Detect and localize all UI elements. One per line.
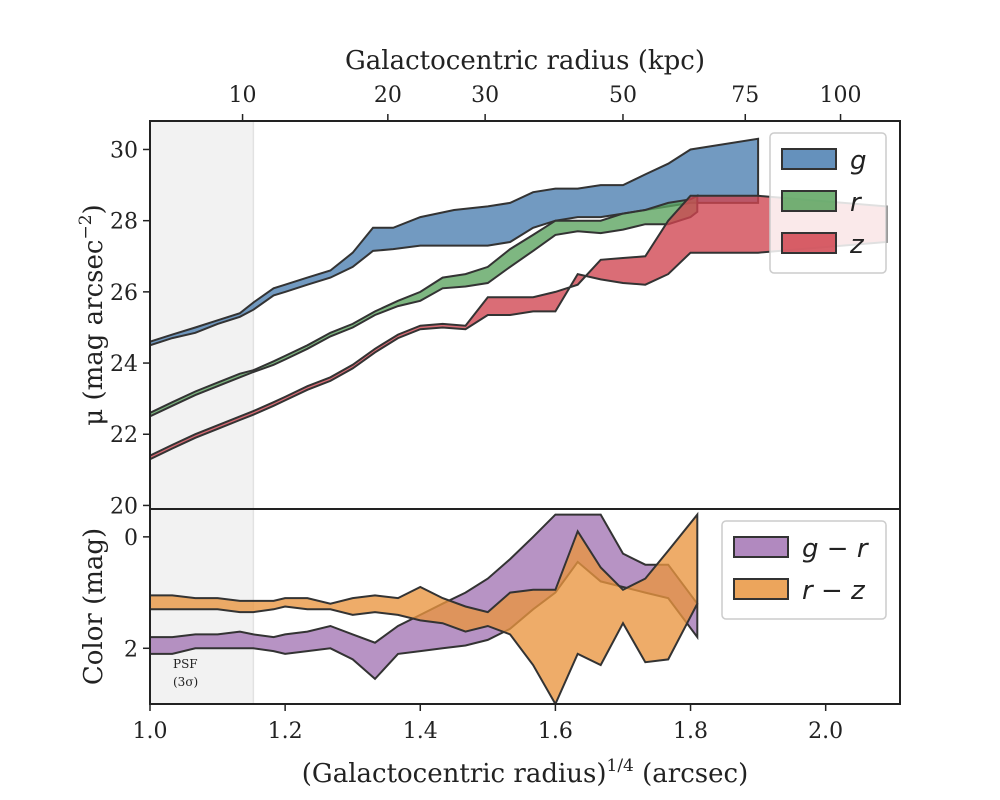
legend-label: r (850, 188, 863, 218)
y-axis-label-end: ) (79, 204, 109, 214)
x-tick-label: 1.6 (538, 719, 573, 744)
color-panel: 0 2 Color (mag) g − r r − z (79, 508, 901, 705)
surface-brightness-panel: 20 22 24 26 28 30 μ (mag arcsec−2) grz (76, 120, 901, 519)
y-tick-label: 30 (110, 138, 138, 163)
x-tick-label: 1.0 (133, 719, 168, 744)
legend-label: g − r (802, 534, 870, 564)
y-axis-label-main: Color (mag) (79, 528, 109, 685)
top-tick-label: 100 (820, 83, 862, 108)
top-axis-label: Galactocentric radius (kpc) (345, 46, 705, 76)
y-axis-label: Color (mag) (79, 528, 109, 685)
y-tick-label: 24 (110, 352, 138, 377)
y-axis-label-main: μ (mag arcsec (79, 240, 109, 426)
band-color-1 (150, 511, 699, 704)
y-tick-label: 2 (124, 637, 138, 662)
psf-sublabel: (3σ) (173, 675, 198, 689)
y-tick-label: 22 (110, 423, 138, 448)
x-tick-label: 1.4 (403, 719, 438, 744)
y-axis-label-sup: −2 (76, 214, 96, 239)
band-mu-0 (150, 137, 760, 347)
y-tick-label: 0 (124, 526, 138, 551)
y-tick-label: 20 (110, 494, 138, 519)
x-axis-label-sup: 1/4 (607, 756, 634, 776)
x-tick-label: 2.0 (808, 719, 843, 744)
legend-label: z (849, 230, 865, 260)
x-tick-label: 1.8 (673, 719, 708, 744)
legend-label: g (850, 146, 867, 176)
legend-swatch (781, 148, 837, 170)
y-axis-label: μ (mag arcsec−2) (76, 204, 109, 425)
psf-label: PSF (173, 657, 198, 671)
y-tick-label: 26 (110, 281, 138, 306)
x-tick-label: 1.2 (268, 719, 303, 744)
legend-label: r − z (802, 576, 866, 606)
top-tick-label: 10 (229, 83, 257, 108)
top-tick-label: 75 (731, 83, 759, 108)
bands (150, 511, 699, 704)
legend-swatch (733, 578, 789, 600)
x-axis-label-main: (Galactocentric radius) (302, 759, 607, 789)
top-tick-label: 50 (609, 83, 637, 108)
x-axis-label-unit: (arcsec) (634, 759, 748, 789)
top-tick-label: 20 (374, 83, 402, 108)
legend-swatch (733, 536, 789, 558)
y-tick-label: 28 (110, 210, 138, 235)
panel-frame (149, 508, 901, 705)
x-axis-label: (Galactocentric radius)1/4 (arcsec) (302, 756, 748, 789)
legend-swatch (781, 190, 837, 212)
top-tick-label: 30 (471, 83, 499, 108)
legend-swatch (781, 232, 837, 254)
